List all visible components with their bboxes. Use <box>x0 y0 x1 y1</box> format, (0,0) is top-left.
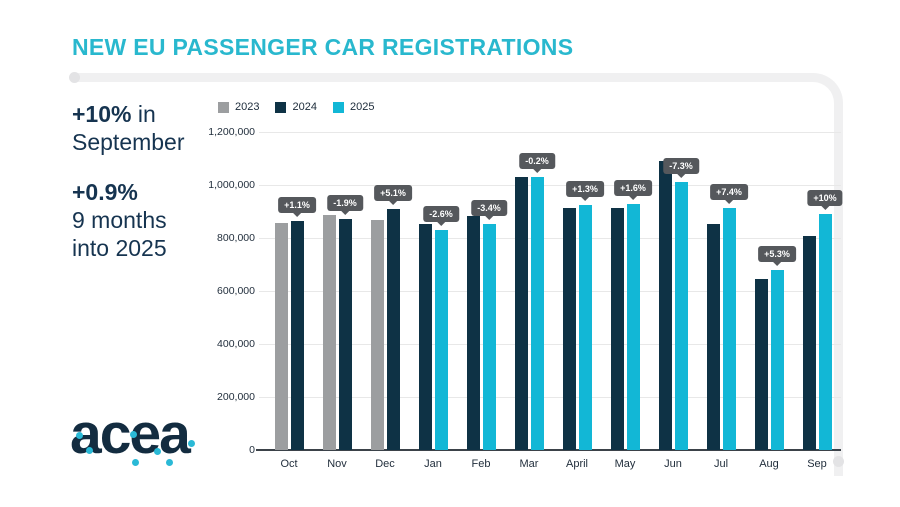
stat-ytd-value: +0.9% <box>72 179 138 205</box>
x-axis-label-Oct: Oct <box>280 458 298 470</box>
bar-2024-Aug <box>754 279 768 450</box>
gridline <box>259 132 841 133</box>
x-axis-label-Feb: Feb <box>471 458 491 470</box>
x-axis-label-April: April <box>565 458 589 470</box>
chart-legend: 2023 2024 2025 <box>218 101 374 113</box>
y-axis-tick-label: 200,000 <box>217 391 255 403</box>
x-axis-line <box>256 449 841 451</box>
pct-change-badge-Nov: -1.9% <box>327 195 363 215</box>
stat-september-value: +10% <box>72 101 132 127</box>
x-axis-label-Nov: Nov <box>327 458 347 470</box>
x-axis-label-Aug: Aug <box>759 458 779 470</box>
stat-ytd-label-1: 9 months <box>72 207 167 233</box>
highlight-stats: +10% in September +0.9% 9 months into 20… <box>72 100 185 284</box>
x-axis-label-Jan: Jan <box>424 458 442 470</box>
bar-2023-Dec <box>370 220 384 450</box>
gridline <box>259 185 841 186</box>
bar-2024-April <box>562 208 576 450</box>
logo-dot <box>188 440 195 447</box>
pct-change-badge-Jul: +7.4% <box>710 184 748 204</box>
legend-item-2023: 2023 <box>218 101 259 113</box>
logo-dot <box>76 432 83 439</box>
bar-2025-Aug <box>770 270 784 450</box>
legend-swatch-2024 <box>275 101 287 113</box>
legend-swatch-2023 <box>218 101 229 113</box>
logo-dot <box>132 459 139 466</box>
logo-dot <box>166 459 173 466</box>
gridline <box>259 397 841 398</box>
x-axis-label-Sep: Sep <box>807 458 827 470</box>
stat-september: +10% in September <box>72 100 185 156</box>
legend-item-2024: 2024 <box>275 101 317 113</box>
gridline <box>259 344 841 345</box>
stat-september-label: September <box>72 129 185 155</box>
logo-dot <box>154 448 161 455</box>
y-axis-tick-label: 1,000,000 <box>208 179 255 191</box>
bar-2025-Jun <box>674 182 688 450</box>
bar-2024-Nov <box>338 219 352 450</box>
stat-ytd-label-2: into 2025 <box>72 235 167 261</box>
legend-swatch-2025 <box>332 101 344 113</box>
chart-plot-area: 0 200,000 400,000 600,000 800,000 1,000,000 1,… <box>208 126 843 470</box>
bar-2025-Feb <box>482 224 496 450</box>
legend-label: 2024 <box>292 101 317 113</box>
pct-change-badge-Jun: -7.3% <box>663 158 699 178</box>
legend-label: 2023 <box>235 101 260 113</box>
bar-2025-May <box>626 204 640 450</box>
bar-2023-Nov <box>322 215 336 450</box>
pct-change-badge-May: +1.6% <box>614 180 652 200</box>
bar-2025-April <box>578 205 592 450</box>
bar-2025-Jul <box>722 208 736 450</box>
acea-logo: acea <box>70 404 220 470</box>
frame-line-end-dot <box>833 456 844 467</box>
y-axis-tick-label: 800,000 <box>217 232 255 244</box>
x-axis-label-Mar: Mar <box>519 458 539 470</box>
y-axis-tick-label: 1,200,000 <box>208 126 255 138</box>
bar-2024-May <box>610 208 624 450</box>
decorative-frame-line <box>72 73 843 476</box>
bar-2024-Sep <box>802 236 816 450</box>
frame-line-start-dot <box>69 72 80 83</box>
y-axis-tick-label: 600,000 <box>217 285 255 297</box>
legend-item-2025: 2025 <box>332 101 375 113</box>
bar-2025-Mar <box>530 177 544 450</box>
stat-september-suffix: in <box>131 101 156 127</box>
stat-ytd: +0.9% 9 months into 2025 <box>72 178 185 262</box>
legend-label: 2025 <box>349 101 375 113</box>
bar-2025-Jan <box>434 230 448 450</box>
pct-change-badge-April: +1.3% <box>566 181 604 201</box>
x-axis-label-Jun: Jun <box>664 458 682 470</box>
page-title: NEW EU PASSENGER CAR REGISTRATIONS <box>72 34 574 60</box>
gridline <box>259 291 841 292</box>
pct-change-badge-Oct: +1.1% <box>278 197 316 217</box>
bar-2024-Jul <box>706 224 720 450</box>
pct-change-badge-Aug: +5.3% <box>758 246 796 266</box>
logo-dot <box>86 447 93 454</box>
x-axis-label-Jul: Jul <box>713 458 729 470</box>
bar-2024-Oct <box>290 221 304 450</box>
bar-2025-Sep <box>818 214 832 450</box>
pct-change-badge-Sep: +10% <box>807 190 843 210</box>
gridline <box>259 238 841 239</box>
bar-2024-Feb <box>466 216 480 450</box>
x-axis-label-May: May <box>614 458 636 470</box>
bar-2024-Dec <box>386 209 400 450</box>
bar-2023-Oct <box>274 223 288 450</box>
bar-2024-Jun <box>658 161 672 450</box>
y-axis-tick-label: 400,000 <box>217 338 255 350</box>
pct-change-badge-Dec: +5.1% <box>374 185 412 205</box>
logo-dot <box>130 431 137 438</box>
pct-change-badge-Jan: -2.6% <box>423 206 459 226</box>
pct-change-badge-Feb: -3.4% <box>471 200 507 220</box>
x-axis-label-Dec: Dec <box>375 458 395 470</box>
y-axis-tick-label: 0 <box>249 444 255 456</box>
pct-change-badge-Mar: -0.2% <box>519 153 555 173</box>
bar-2024-Mar <box>514 177 528 450</box>
bar-2024-Jan <box>418 224 432 450</box>
